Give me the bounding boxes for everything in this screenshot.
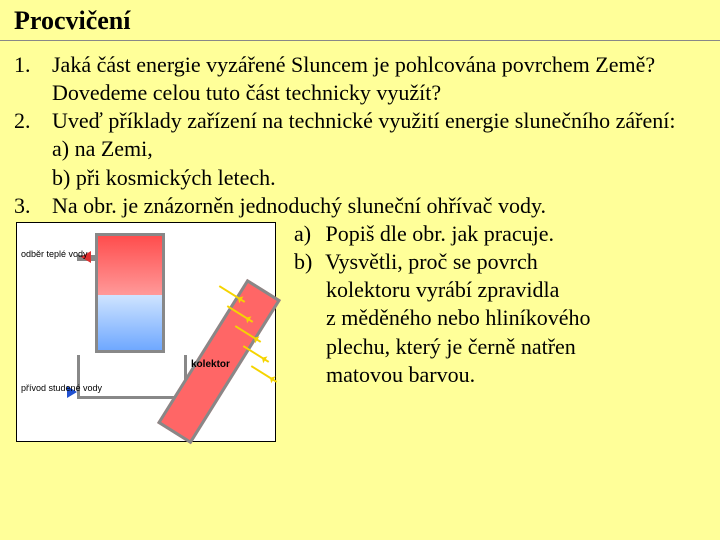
item-body: Na obr. je znázorněn jednoduchý sluneční… [52, 192, 710, 220]
text-line: Uveď příklady zařízení na technické využ… [52, 108, 675, 133]
exercise-content: 1. Jaká část energie vyzářené Sluncem je… [0, 41, 720, 442]
text-line: Popiš dle obr. jak pracuje. [326, 221, 555, 246]
item-number: 1. [14, 51, 52, 107]
text-line: z měděného nebo hliníkového [294, 304, 710, 332]
water-tank [95, 233, 165, 353]
hot-water-region [98, 236, 162, 295]
figure-label-hot: odběr teplé vody [21, 249, 88, 261]
sub-label-b: b) [294, 248, 320, 276]
text-line: matovou barvou. [294, 361, 710, 389]
figure-row: odběr teplé vody přívod studené vody kol… [14, 220, 710, 442]
text-line: Dovedeme celou tuto část technicky využí… [52, 80, 441, 105]
page-title: Procvičení [0, 0, 720, 41]
item-body: Uveď příklady zařízení na technické využ… [52, 107, 710, 191]
sun-ray-icon [251, 365, 278, 383]
text-line: plechu, který je černě natřen [294, 333, 710, 361]
text-line: Na obr. je znázorněn jednoduchý sluneční… [52, 193, 546, 218]
list-item: 1. Jaká část energie vyzářené Sluncem je… [14, 51, 710, 107]
text-line: a) na Zemi, [52, 136, 153, 161]
cold-water-region [98, 295, 162, 350]
sub-label-a: a) [294, 220, 320, 248]
right-column-text: a) Popiš dle obr. jak pracuje. b) Vysvět… [276, 220, 710, 389]
text-line: kolektoru vyrábí zpravidla [294, 276, 710, 304]
list-item: 2. Uveď příklady zařízení na technické v… [14, 107, 710, 191]
figure-label-cold: přívod studené vody [21, 383, 102, 395]
item-body: Jaká část energie vyzářené Sluncem je po… [52, 51, 710, 107]
text-line: Jaká část energie vyzářené Sluncem je po… [52, 52, 655, 77]
item-number: 3. [14, 192, 52, 220]
solar-heater-figure: odběr teplé vody přívod studené vody kol… [16, 222, 276, 442]
item-number: 2. [14, 107, 52, 191]
text-line: Vysvětli, proč se povrch [325, 249, 538, 274]
list-item: 3. Na obr. je znázorněn jednoduchý slune… [14, 192, 710, 220]
text-line: b) při kosmických letech. [52, 165, 276, 190]
exercise-list: 1. Jaká část energie vyzářené Sluncem je… [14, 51, 710, 220]
figure-label-collector: kolektor [191, 359, 230, 372]
